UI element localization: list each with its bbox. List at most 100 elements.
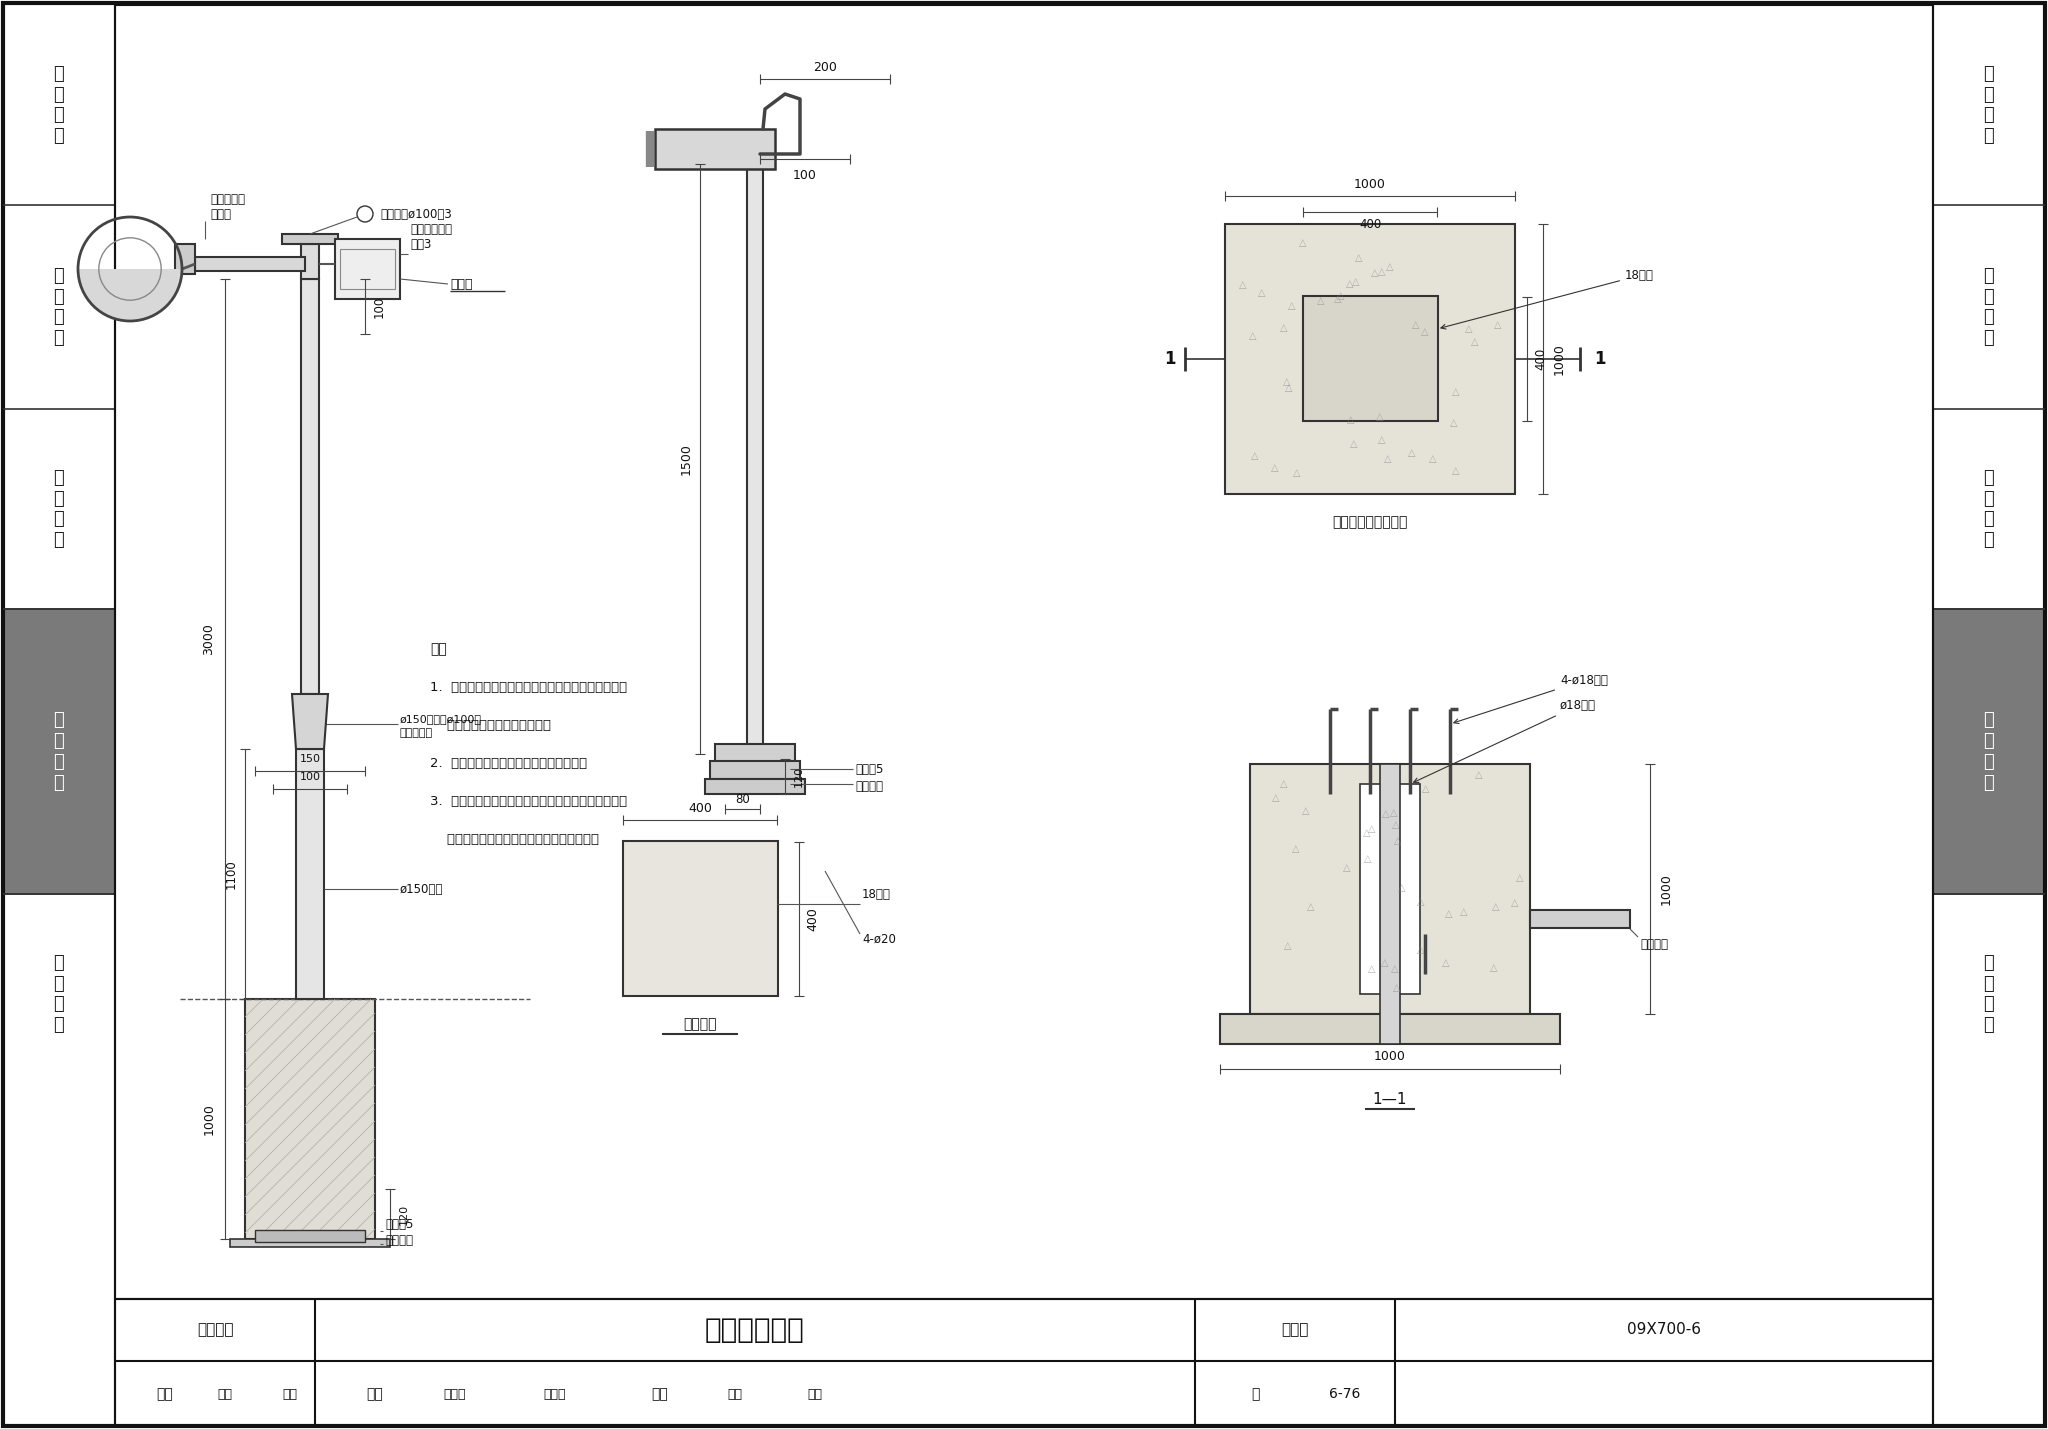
Text: 审核: 审核	[156, 1388, 174, 1400]
Text: △: △	[1368, 825, 1376, 835]
Text: △: △	[1364, 827, 1370, 837]
Text: 立杆底盘: 立杆底盘	[385, 1235, 414, 1248]
Text: 1000: 1000	[1659, 873, 1673, 905]
Text: △: △	[1343, 863, 1352, 873]
Text: ø18钢筋: ø18钢筋	[1413, 699, 1595, 783]
Text: △: △	[1413, 320, 1419, 330]
Text: △: △	[1511, 897, 1520, 907]
Text: △: △	[1307, 902, 1315, 912]
Text: △: △	[1280, 779, 1288, 789]
Text: 80: 80	[735, 793, 750, 806]
Circle shape	[680, 899, 721, 939]
Polygon shape	[293, 694, 328, 749]
Text: 校对: 校对	[367, 1388, 383, 1400]
Bar	[748, 159, 764, 749]
Text: △: △	[1452, 466, 1460, 476]
Text: △: △	[1409, 449, 1415, 459]
Text: 摄像机支架: 摄像机支架	[211, 193, 246, 206]
Text: △: △	[1292, 845, 1300, 855]
Bar	[1530, 910, 1630, 927]
Text: △: △	[1470, 337, 1479, 347]
Text: △: △	[1393, 820, 1399, 830]
Text: △: △	[1350, 439, 1358, 449]
Bar	[655, 129, 774, 169]
Bar	[297, 749, 324, 999]
Bar	[1225, 224, 1516, 494]
Text: △: △	[1346, 279, 1354, 289]
Text: 18钢板: 18钢板	[1442, 269, 1655, 329]
Text: △: △	[1249, 332, 1257, 342]
Circle shape	[1325, 389, 1337, 400]
Text: 管变径接头: 管变径接头	[399, 727, 432, 737]
Text: △: △	[1442, 957, 1450, 967]
Text: 图集号: 图集号	[1282, 1322, 1309, 1338]
Bar	[301, 279, 319, 694]
Text: 设
备
安
装: 设 备 安 装	[53, 712, 63, 792]
Text: △: △	[1368, 965, 1376, 975]
Text: 立杆水泥底座俯视图: 立杆水泥底座俯视图	[1333, 514, 1407, 529]
Text: 防
雷
接
地: 防 雷 接 地	[1985, 953, 1995, 1035]
Text: 努名: 努名	[283, 1388, 297, 1400]
Text: 防
雷
接
地: 防 雷 接 地	[53, 953, 63, 1035]
Circle shape	[1325, 319, 1337, 330]
Text: △: △	[1284, 377, 1290, 387]
Text: △: △	[1382, 809, 1391, 819]
Text: △: △	[1284, 942, 1292, 952]
Text: △: △	[1378, 267, 1386, 277]
Text: 1—1: 1—1	[1372, 1092, 1407, 1106]
Text: 1000: 1000	[1374, 1050, 1405, 1063]
Text: △: △	[1257, 289, 1266, 299]
Text: 2.  摄像机安装高度可根据工程设计调整。: 2. 摄像机安装高度可根据工程设计调整。	[430, 756, 588, 769]
Text: 400: 400	[807, 907, 819, 930]
Bar	[2, 3, 115, 1426]
Text: 1100: 1100	[225, 859, 238, 889]
Text: 100: 100	[373, 296, 385, 317]
Text: 注：: 注：	[430, 642, 446, 656]
Text: △: △	[1464, 324, 1473, 334]
Text: △: △	[1280, 323, 1288, 333]
Text: △: △	[1378, 434, 1386, 444]
Text: 板厚3: 板厚3	[410, 237, 432, 250]
Text: △: △	[1239, 280, 1247, 290]
Text: 苏兰: 苏兰	[217, 1388, 233, 1400]
Text: △: △	[1450, 419, 1458, 429]
Text: 摄像机安装图: 摄像机安装图	[705, 1316, 805, 1345]
Text: 120: 120	[795, 766, 805, 787]
Text: △: △	[1298, 239, 1307, 249]
Bar	[1933, 3, 2046, 1426]
Text: 400: 400	[1534, 347, 1548, 370]
Text: 1000: 1000	[203, 1103, 215, 1135]
Text: △: △	[1446, 909, 1452, 919]
Text: 400: 400	[688, 802, 713, 815]
Text: △: △	[1286, 383, 1292, 393]
Text: 设备安装: 设备安装	[197, 1322, 233, 1338]
Text: 缆
线
敷
设: 缆 线 敷 设	[53, 469, 63, 549]
Text: 页: 页	[1251, 1388, 1260, 1400]
Circle shape	[1356, 344, 1384, 373]
Text: 钢板厚5: 钢板厚5	[854, 763, 883, 776]
Bar	[1380, 765, 1401, 1045]
Text: 樊蒲: 樊蒲	[727, 1388, 743, 1400]
Text: △: △	[1376, 412, 1384, 422]
Text: 解码盒固定底: 解码盒固定底	[410, 223, 453, 236]
Bar	[711, 762, 801, 779]
Bar	[623, 842, 778, 996]
Text: 100: 100	[299, 772, 319, 782]
Text: 杆顶封板ø100厚3: 杆顶封板ø100厚3	[381, 207, 453, 220]
Bar	[715, 745, 795, 766]
Text: △: △	[1430, 454, 1438, 464]
Text: △: △	[1251, 452, 1260, 462]
Text: 立杆底盘: 立杆底盘	[854, 779, 883, 793]
Bar	[256, 1230, 365, 1242]
Text: △: △	[1288, 302, 1296, 312]
Text: △: △	[1303, 806, 1311, 816]
Text: △: △	[1391, 807, 1397, 817]
Text: ø150钢管变ø100钢: ø150钢管变ø100钢	[399, 714, 481, 725]
Text: 1500: 1500	[680, 443, 692, 474]
Text: 柳涌: 柳涌	[807, 1388, 823, 1400]
Circle shape	[645, 865, 659, 877]
Circle shape	[741, 960, 756, 975]
Text: 4-ø20: 4-ø20	[862, 933, 895, 946]
Bar	[1249, 765, 1530, 1015]
Text: △: △	[1384, 454, 1393, 464]
